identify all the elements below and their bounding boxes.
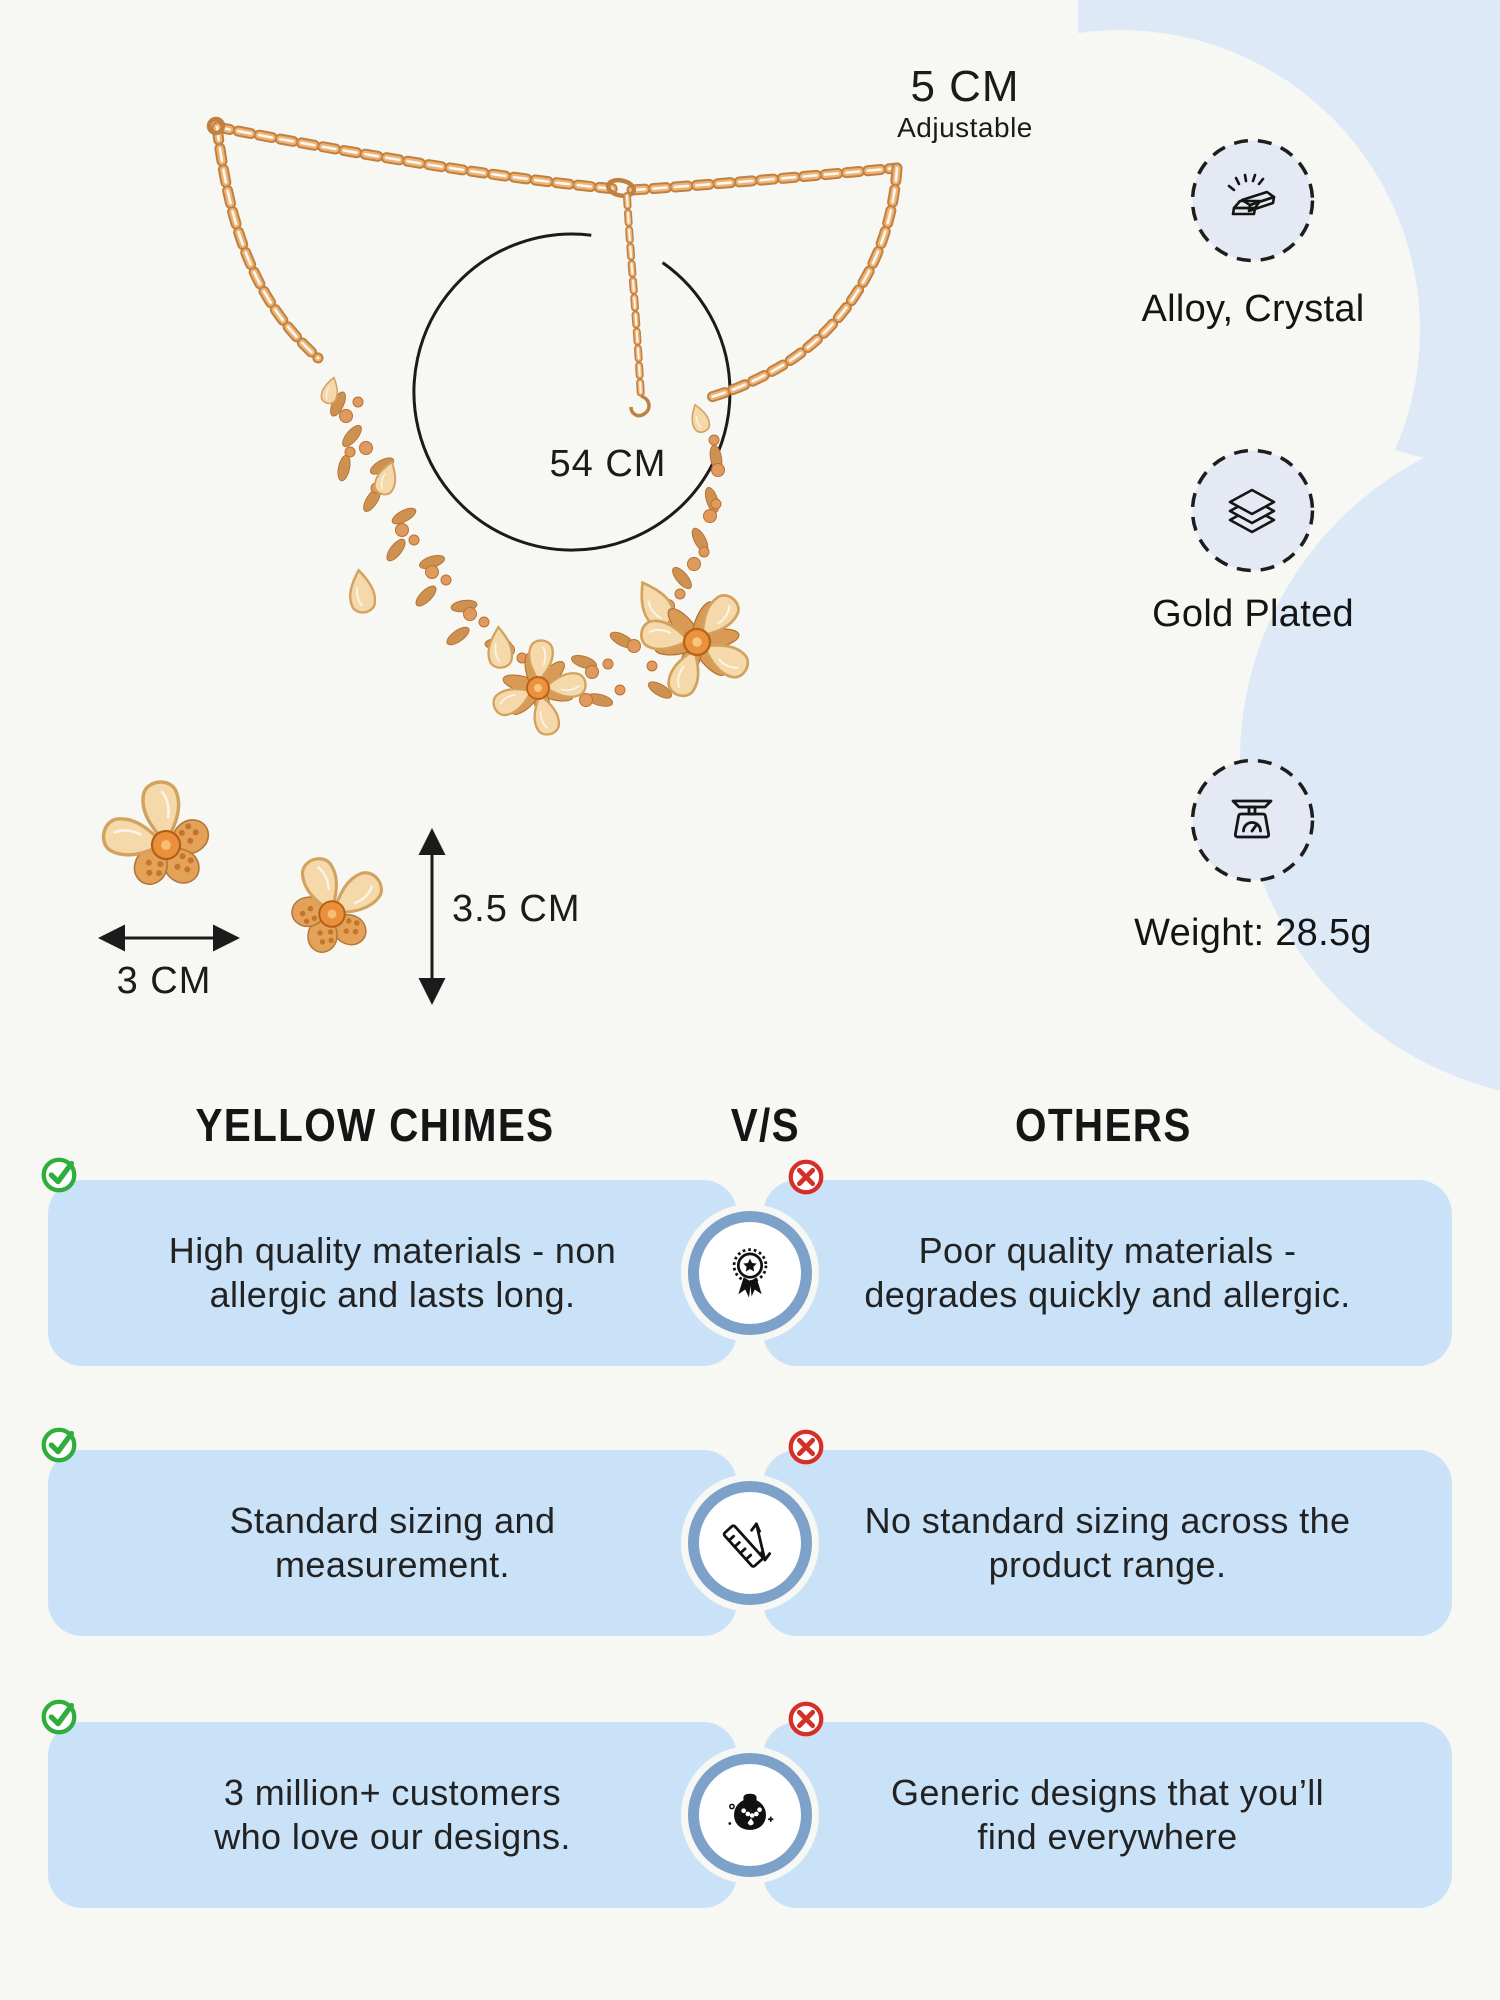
brand-designs-panel: 3 million+ customers who love our design… <box>48 1722 737 1908</box>
gold-bars-icon <box>1190 138 1315 263</box>
floral-garland <box>318 374 771 747</box>
check-icon <box>41 1427 77 1463</box>
brand-sizing-panel: Standard sizing and measurement. <box>48 1450 737 1636</box>
necklace-length-annotation-circle <box>412 232 732 552</box>
earring-height-label: 3.5 CM <box>452 888 581 930</box>
others-sizing-panel: No standard sizing across the product ra… <box>763 1450 1452 1636</box>
clasp <box>605 177 637 199</box>
versus-label: V/S <box>730 1099 800 1151</box>
comparison-row-sizing: Standard sizing and measurement. No stan… <box>0 1427 1500 1636</box>
cross-icon <box>788 1159 824 1195</box>
brand-quality-text: High quality materials - non allergic an… <box>168 1230 617 1315</box>
others-column-header: OTHERS <box>1014 1099 1192 1151</box>
brand-sizing-text: Standard sizing and measurement. <box>229 1500 556 1585</box>
brand-designs-text: 3 million+ customers who love our design… <box>214 1772 571 1857</box>
background-blob-white-cutout <box>820 30 1420 630</box>
necklace-chain <box>206 116 897 398</box>
extender-note-label: Adjustable <box>897 112 1033 143</box>
row-icon-circle <box>688 1753 812 1877</box>
others-sizing-text: No standard sizing across the product ra… <box>864 1500 1351 1585</box>
feature-material-label: Alloy, Crystal <box>1141 288 1365 330</box>
comparison-header: YELLOW CHIMES V/S OTHERS <box>0 1098 1500 1158</box>
others-quality-text: Poor quality materials - degrades quickl… <box>864 1230 1351 1315</box>
cross-icon <box>788 1429 824 1465</box>
layers-icon <box>1190 448 1315 573</box>
necklace-length-label: 54 CM <box>549 443 667 485</box>
check-icon <box>41 1699 77 1735</box>
weighing-scale-icon <box>1190 758 1315 883</box>
cross-icon <box>788 1701 824 1737</box>
others-designs-panel: Generic designs that you’ll find everywh… <box>763 1722 1452 1908</box>
earrings <box>82 767 398 973</box>
jewelry-display-icon <box>728 1793 774 1830</box>
brand-column-header: YELLOW CHIMES <box>195 1099 555 1151</box>
others-designs-text: Generic designs that you’ll find everywh… <box>890 1772 1325 1857</box>
others-quality-panel: Poor quality materials - degrades quickl… <box>763 1180 1452 1366</box>
feature-weight-label: Weight: 28.5g <box>1134 912 1372 954</box>
extender-chain <box>627 196 651 418</box>
check-icon <box>41 1157 77 1193</box>
comparison-row-designs: 3 million+ customers who love our design… <box>0 1699 1500 1908</box>
brand-quality-panel: High quality materials - non allergic an… <box>48 1180 737 1366</box>
measuring-ruler-icon <box>722 1522 772 1568</box>
comparison-row-quality: High quality materials - non allergic an… <box>0 1157 1500 1366</box>
earring-width-label: 3 CM <box>116 960 212 1002</box>
award-ribbon-icon <box>732 1248 768 1298</box>
row-icon-circle <box>688 1211 812 1335</box>
row-icon-circle <box>688 1481 812 1605</box>
extender-length-label: 5 CM <box>910 62 1020 111</box>
feature-plating-label: Gold Plated <box>1152 593 1354 635</box>
